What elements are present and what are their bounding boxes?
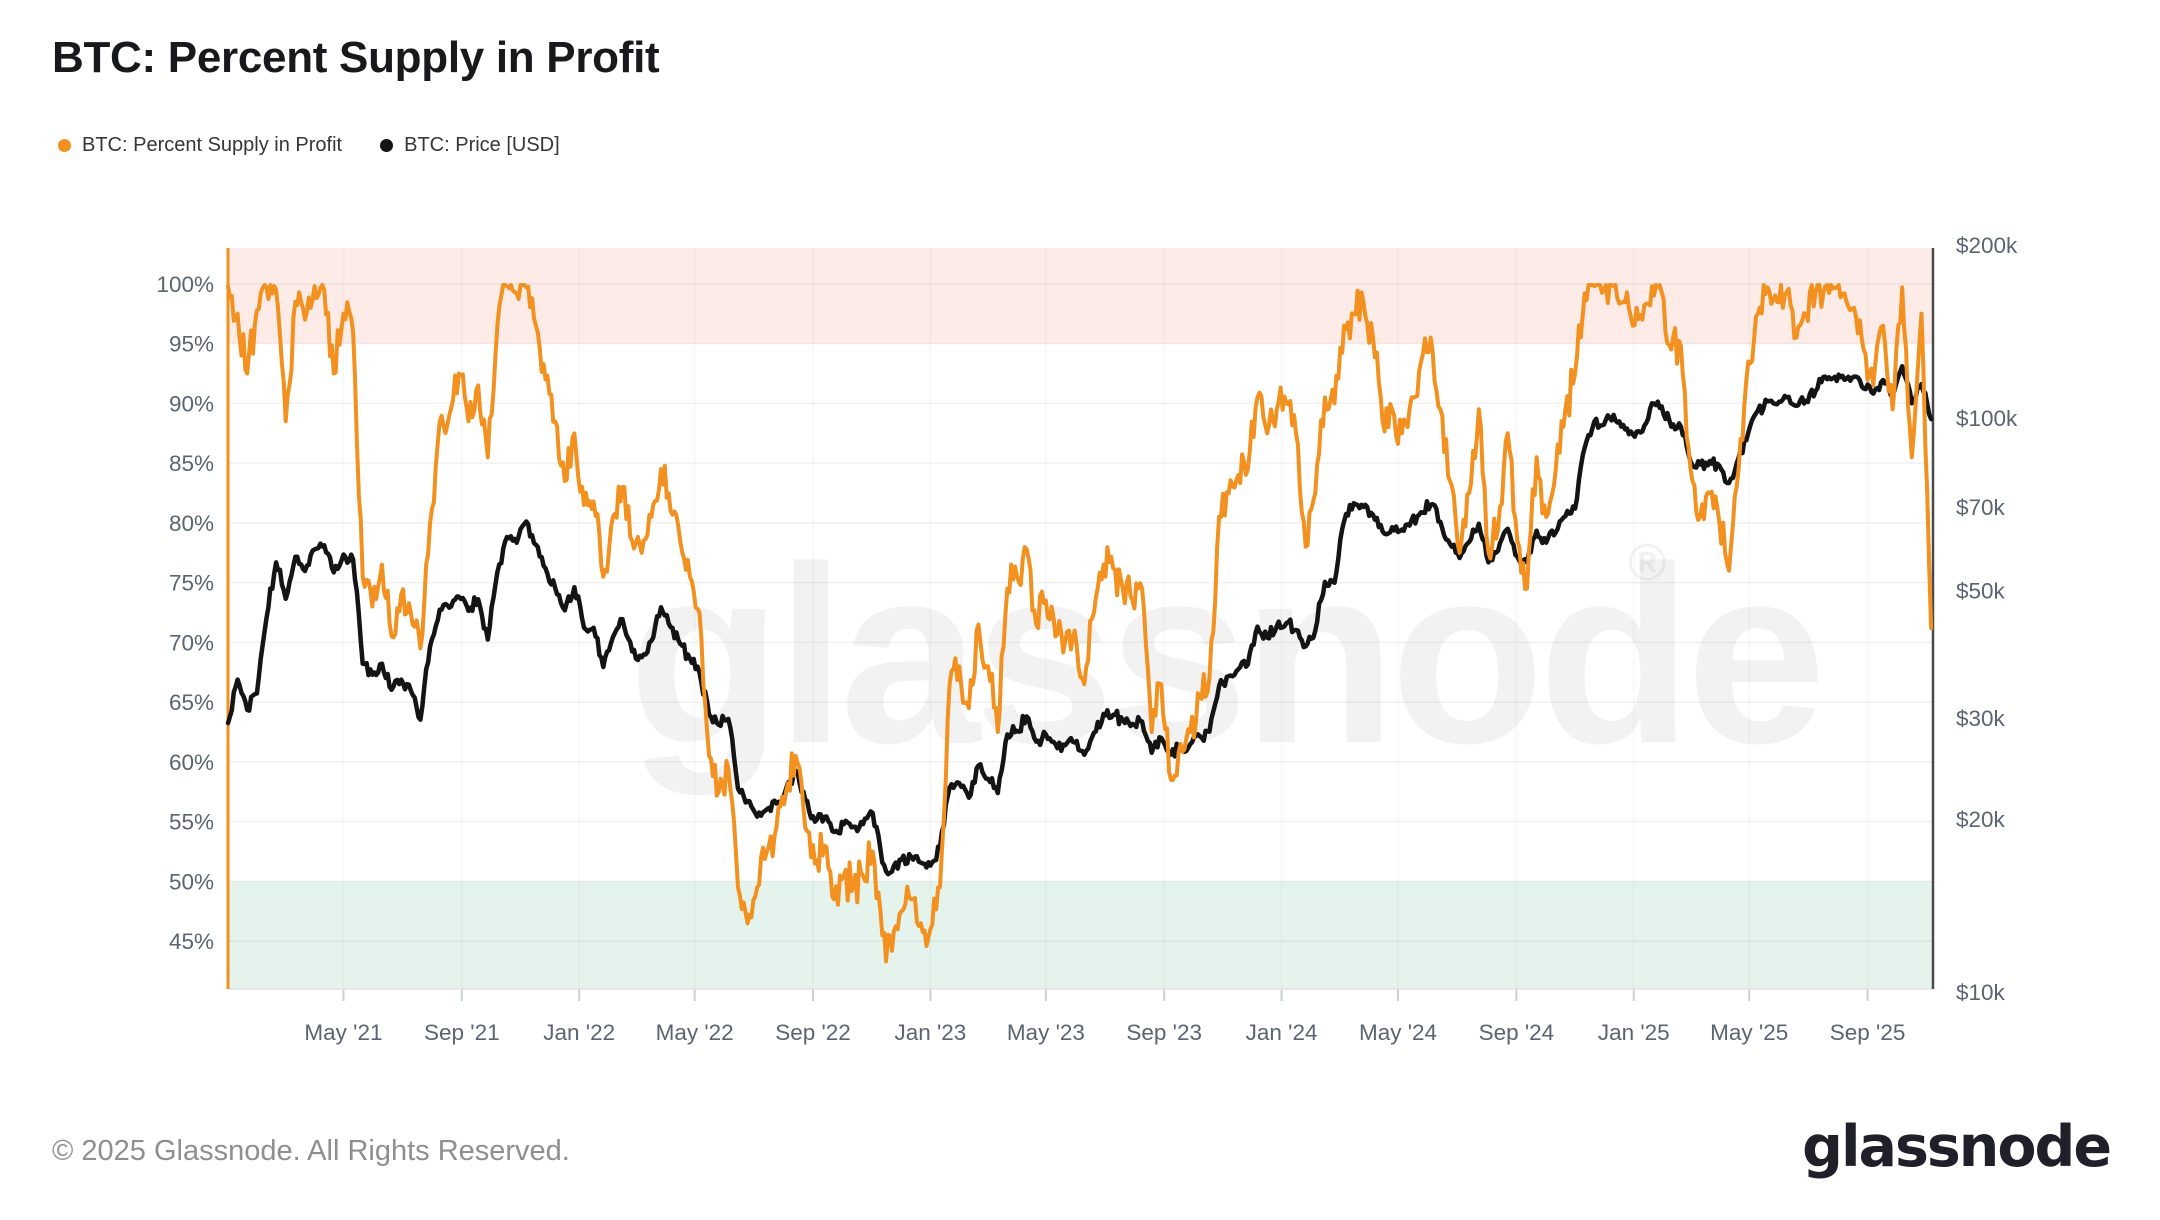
series-btc-price[interactable] — [225, 363, 1934, 877]
glassnode-logo: glassnode — [1802, 1114, 2112, 1180]
percent-supply-legend-dot-icon — [58, 139, 71, 152]
x-tick-label: May '24 — [1359, 1020, 1437, 1045]
glassnode-watermark: glassnode — [628, 515, 1820, 796]
band-low-profit-zone — [228, 881, 1933, 989]
percent-axis-label: 100% — [156, 272, 214, 297]
price-axis-label: $100k — [1956, 406, 2018, 431]
price-axis-label: $50k — [1956, 579, 2006, 604]
percent-axis-label: 95% — [169, 332, 214, 357]
price-axis-label: $70k — [1956, 495, 2006, 520]
price-axis-label: $30k — [1956, 706, 2006, 731]
x-tick-label: Jan '25 — [1598, 1020, 1670, 1045]
percent-axis-label: 75% — [169, 571, 214, 596]
series-percent-supply-in-profit[interactable] — [226, 283, 1934, 964]
copyright-text: © 2025 Glassnode. All Rights Reserved. — [52, 1135, 570, 1167]
x-tick-label: Sep '21 — [424, 1020, 500, 1045]
percent-axis-label: 50% — [169, 869, 214, 894]
percent-axis-label: 60% — [169, 750, 214, 775]
x-tick-label: Jan '23 — [894, 1020, 966, 1045]
percent-axis-label: 85% — [169, 451, 214, 476]
x-tick-label: Sep '22 — [775, 1020, 851, 1045]
percent-axis-label: 45% — [169, 929, 214, 954]
price-axis-label: $10k — [1956, 980, 2006, 1005]
percent-axis-label: 55% — [169, 810, 214, 835]
percent-axis-label: 80% — [169, 511, 214, 536]
x-tick-label: Sep '24 — [1479, 1020, 1555, 1045]
x-tick-label: May '22 — [656, 1020, 734, 1045]
chart-legend: BTC: Percent Supply in Profit BTC: Price… — [58, 134, 560, 157]
price-axis-label: $20k — [1956, 807, 2006, 832]
x-tick-label: Sep '23 — [1126, 1020, 1202, 1045]
legend-item-percent-supply[interactable]: BTC: Percent Supply in Profit — [58, 134, 342, 157]
x-tick-label: May '25 — [1710, 1020, 1788, 1045]
price-legend-dot-icon — [380, 139, 394, 152]
x-tick-label: May '21 — [304, 1020, 382, 1045]
x-tick-label: Jan '22 — [543, 1020, 615, 1045]
legend-item-price[interactable]: BTC: Price [USD] — [380, 134, 560, 157]
band-high-profit-zone — [228, 248, 1933, 344]
page-title: BTC: Percent Supply in Profit — [52, 33, 660, 82]
legend-label-percent-supply: BTC: Percent Supply in Profit — [82, 134, 343, 156]
registered-mark-icon: ® — [1628, 534, 1666, 592]
percent-axis-label: 70% — [169, 630, 214, 655]
price-axis-label: $200k — [1956, 233, 2018, 258]
x-tick-label: Sep '25 — [1830, 1020, 1906, 1045]
x-tick-label: May '23 — [1007, 1020, 1085, 1045]
x-tick-label: Jan '24 — [1246, 1020, 1318, 1045]
percent-axis-label: 65% — [169, 690, 214, 715]
legend-label-price: BTC: Price [USD] — [404, 134, 560, 156]
percent-axis-label: 90% — [169, 391, 214, 416]
